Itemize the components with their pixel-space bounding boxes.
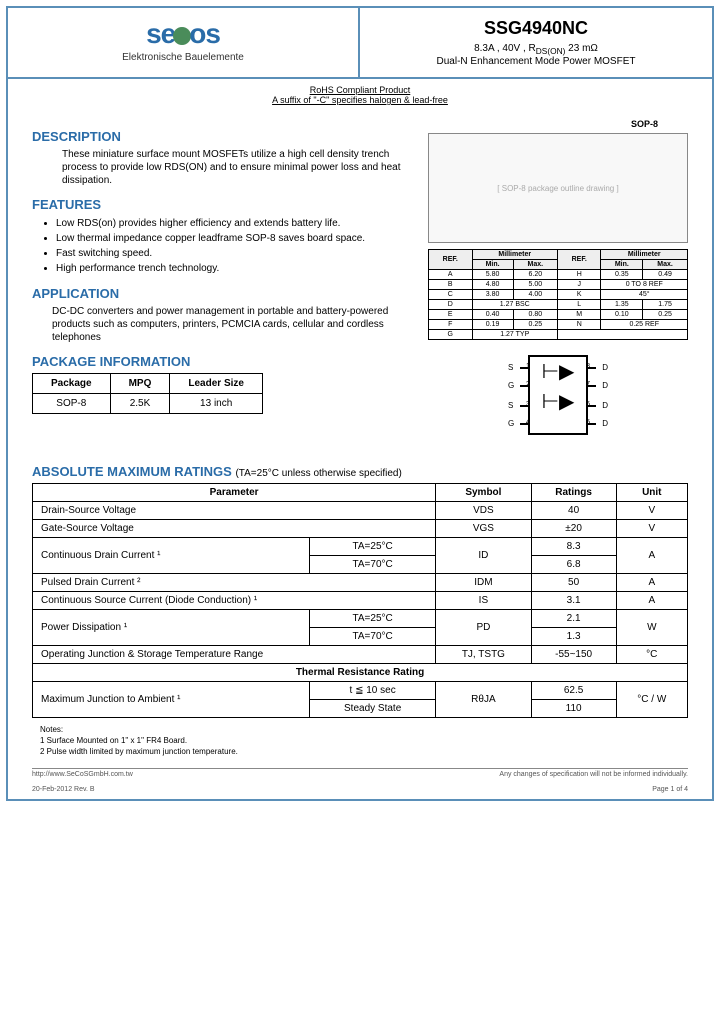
pkg-header: Leader Size — [170, 374, 263, 394]
features-title: FEATURES — [32, 197, 408, 212]
pkg-header: Package — [33, 374, 111, 394]
amr-table: Parameter Symbol Ratings Unit Drain-Sour… — [32, 483, 688, 718]
application-title: APPLICATION — [32, 286, 408, 301]
company-logo: seos — [28, 18, 338, 50]
datasheet-page: seos Elektronische Bauelemente SSG4940NC… — [6, 6, 714, 801]
pkg-cell: SOP-8 — [33, 394, 111, 414]
features-list: Low RDS(on) provides higher efficiency a… — [56, 216, 408, 276]
feature-item: Low RDS(on) provides higher efficiency a… — [56, 216, 408, 231]
part-spec: 8.3A , 40V , RDS(ON) 23 mΩ — [380, 43, 692, 56]
pinout-diagram: S1 G2 S3 G4 D8 D7 D6 D5 ⊢▶⊢▶ — [428, 350, 688, 440]
logo-text-2: os — [189, 18, 220, 49]
page-footer: http://www.SeCoSGmbH.com.tw Any changes … — [8, 769, 712, 784]
package-type-label: SOP-8 — [428, 119, 688, 129]
pkg-cell: 13 inch — [170, 394, 263, 414]
mosfet-symbol-icon: ⊢▶⊢▶ — [530, 357, 586, 417]
logo-text-1: se — [146, 18, 175, 49]
page-header: seos Elektronische Bauelemente SSG4940NC… — [8, 8, 712, 79]
company-tagline: Elektronische Bauelemente — [28, 52, 338, 63]
product-type: Dual-N Enhancement Mode Power MOSFET — [380, 56, 692, 67]
company-logo-block: seos Elektronische Bauelemente — [8, 8, 360, 77]
feature-item: High performance trench technology. — [56, 261, 408, 276]
package-outline-diagram: [ SOP-8 package outline drawing ] — [428, 133, 688, 243]
main-content: DESCRIPTION These miniature surface moun… — [8, 111, 712, 766]
dimension-table: REF. Millimeter REF. Millimeter Min.Max.… — [428, 249, 688, 340]
feature-item: Low thermal impedance copper leadframe S… — [56, 231, 408, 246]
footer-url: http://www.SeCoSGmbH.com.tw — [32, 771, 133, 778]
notes-block: Notes: 1 Surface Mounted on 1" x 1" FR4 … — [40, 724, 688, 758]
description-title: DESCRIPTION — [32, 129, 408, 144]
pkg-header: MPQ — [110, 374, 170, 394]
description-text: These miniature surface mount MOSFETs ut… — [62, 148, 408, 187]
application-text: DC-DC converters and power management in… — [52, 305, 408, 344]
footer-page: Page 1 of 4 — [652, 786, 688, 793]
rohs-notice: RoHS Compliant Product A suffix of "-C" … — [8, 85, 712, 105]
pkg-cell: 2.5K — [110, 394, 170, 414]
feature-item: Fast switching speed. — [56, 246, 408, 261]
part-number: SSG4940NC — [380, 18, 692, 39]
page-footer-2: 20-Feb-2012 Rev. B Page 1 of 4 — [8, 784, 712, 799]
part-info-block: SSG4940NC 8.3A , 40V , RDS(ON) 23 mΩ Dua… — [360, 8, 712, 77]
amr-title: ABSOLUTE MAXIMUM RATINGS (TA=25°C unless… — [32, 464, 688, 479]
package-info-table: Package MPQ Leader Size SOP-8 2.5K 13 in… — [32, 373, 263, 414]
footer-disclaimer: Any changes of specification will not be… — [499, 771, 688, 778]
package-info-title: PACKAGE INFORMATION — [32, 354, 408, 369]
footer-date: 20-Feb-2012 Rev. B — [32, 786, 95, 793]
